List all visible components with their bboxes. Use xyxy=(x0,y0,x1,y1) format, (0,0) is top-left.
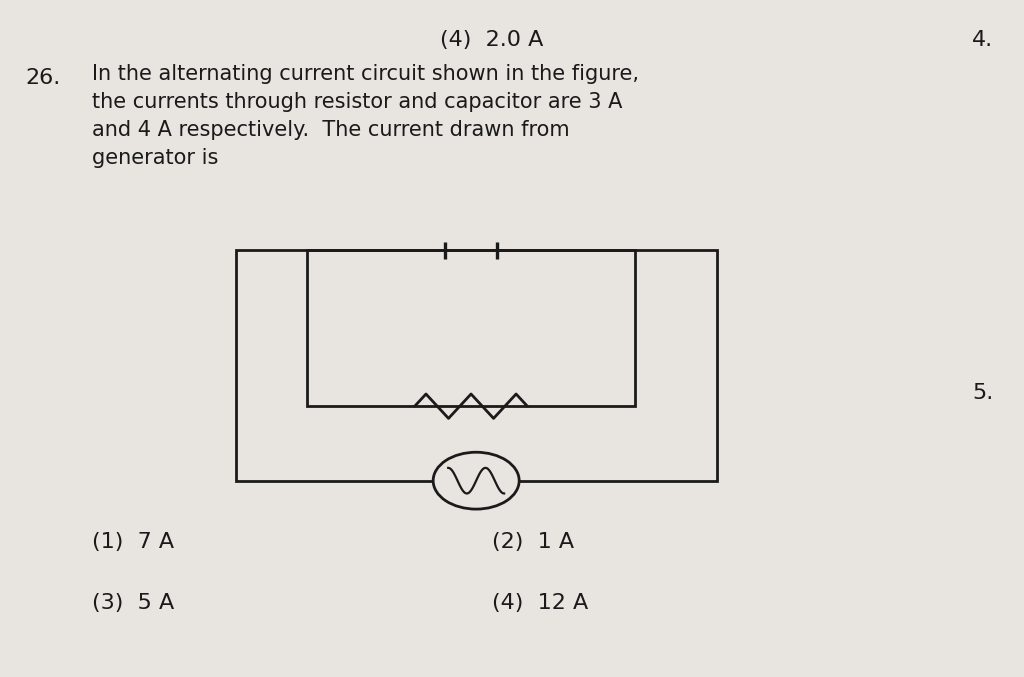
Text: In the alternating current circuit shown in the figure,
the currents through res: In the alternating current circuit shown… xyxy=(92,64,639,169)
Text: (2)  1 A: (2) 1 A xyxy=(492,531,573,552)
Text: 26.: 26. xyxy=(26,68,60,88)
Text: 5.: 5. xyxy=(972,383,993,403)
Circle shape xyxy=(433,452,519,509)
Text: (4)  12 A: (4) 12 A xyxy=(492,592,588,613)
Text: (1)  7 A: (1) 7 A xyxy=(92,531,174,552)
Text: (3)  5 A: (3) 5 A xyxy=(92,592,174,613)
Text: (4)  2.0 A: (4) 2.0 A xyxy=(440,30,543,51)
Text: 4.: 4. xyxy=(972,30,993,51)
